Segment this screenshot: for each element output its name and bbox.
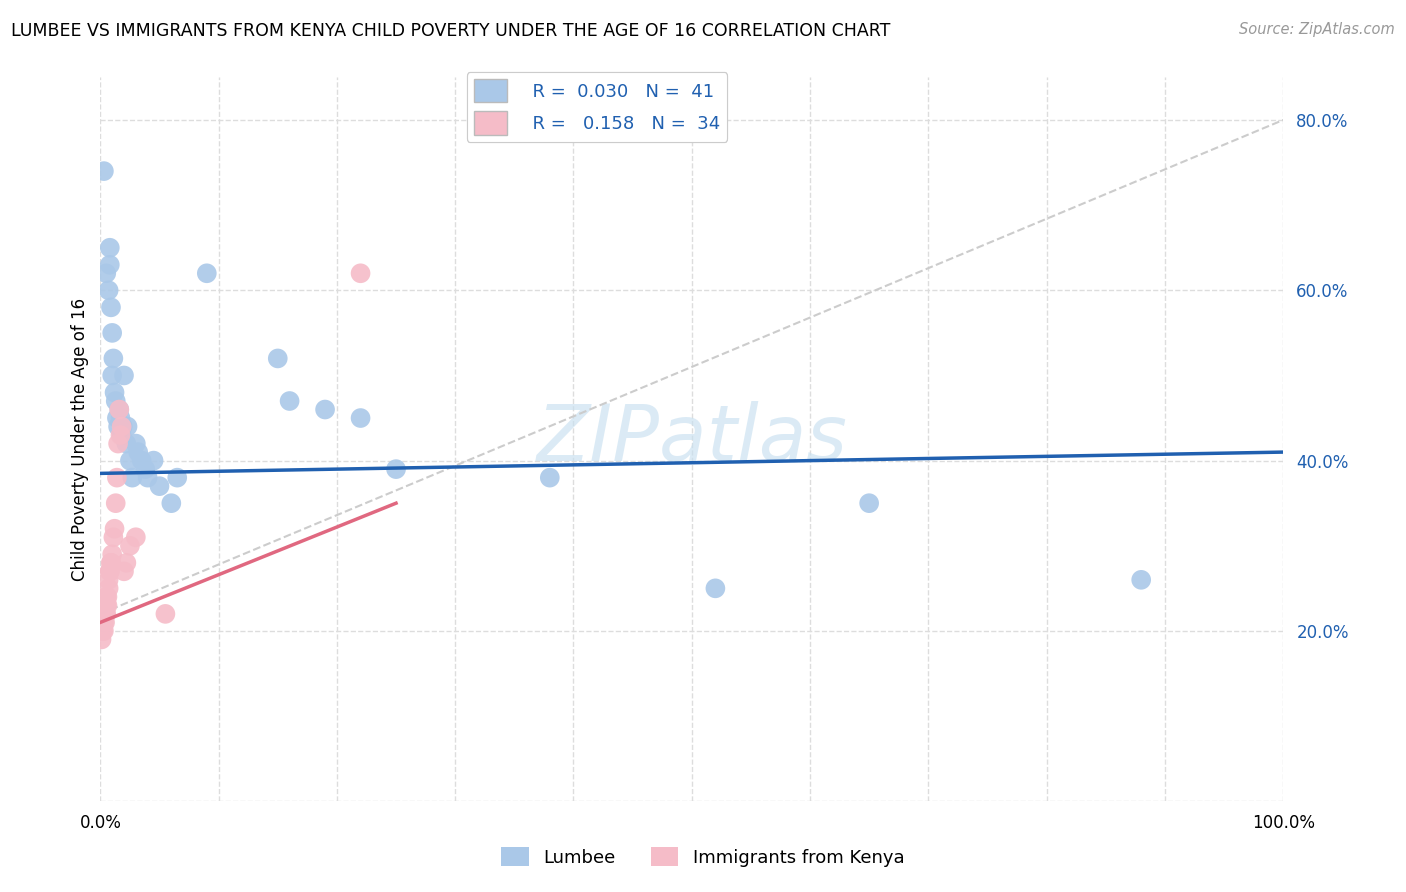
Point <box>104 496 127 510</box>
Point <box>117 419 139 434</box>
Text: Source: ZipAtlas.com: Source: ZipAtlas.com <box>1239 22 1395 37</box>
Point <box>121 470 143 484</box>
Point <box>98 241 121 255</box>
Point <box>103 530 125 544</box>
Text: ZIPatlas: ZIPatlas <box>536 401 848 477</box>
Point <box>97 283 120 297</box>
Point <box>105 470 128 484</box>
Point <box>107 419 129 434</box>
Point <box>110 428 132 442</box>
Point <box>93 615 115 630</box>
Point <box>385 462 408 476</box>
Point <box>125 530 148 544</box>
Point <box>148 479 170 493</box>
Point <box>858 496 880 510</box>
Point <box>101 547 124 561</box>
Legend:   R =  0.030   N =  41,   R =   0.158   N =  34: R = 0.030 N = 41, R = 0.158 N = 34 <box>467 72 727 142</box>
Legend: Lumbee, Immigrants from Kenya: Lumbee, Immigrants from Kenya <box>495 840 911 874</box>
Point <box>134 462 156 476</box>
Point <box>111 428 134 442</box>
Point <box>96 590 118 604</box>
Point <box>108 402 131 417</box>
Point <box>111 419 134 434</box>
Point <box>704 582 727 596</box>
Point <box>96 607 118 621</box>
Point <box>195 266 218 280</box>
Point <box>97 582 120 596</box>
Y-axis label: Child Poverty Under the Age of 16: Child Poverty Under the Age of 16 <box>72 298 89 581</box>
Point <box>538 470 561 484</box>
Point <box>127 445 149 459</box>
Point <box>105 411 128 425</box>
Point <box>93 164 115 178</box>
Point <box>101 326 124 340</box>
Point <box>101 368 124 383</box>
Point <box>96 599 118 613</box>
Point <box>98 258 121 272</box>
Point <box>100 301 122 315</box>
Point <box>98 564 121 578</box>
Point <box>103 522 125 536</box>
Point <box>125 436 148 450</box>
Point <box>91 624 114 638</box>
Point <box>97 573 120 587</box>
Point <box>115 556 138 570</box>
Point <box>349 266 371 280</box>
Point <box>98 564 121 578</box>
Point <box>108 402 131 417</box>
Point <box>118 453 141 467</box>
Point <box>100 556 122 570</box>
Point <box>314 402 336 417</box>
Point <box>349 411 371 425</box>
Point <box>96 266 118 280</box>
Point <box>111 419 134 434</box>
Point <box>112 564 135 578</box>
Point <box>131 453 153 467</box>
Point <box>96 599 118 613</box>
Point <box>107 436 129 450</box>
Point <box>267 351 290 366</box>
Point <box>100 556 122 570</box>
Point <box>90 624 112 638</box>
Point <box>118 539 141 553</box>
Point <box>93 624 115 638</box>
Point <box>1130 573 1153 587</box>
Point <box>104 394 127 409</box>
Point <box>103 385 125 400</box>
Point <box>103 351 125 366</box>
Point <box>115 436 138 450</box>
Text: LUMBEE VS IMMIGRANTS FROM KENYA CHILD POVERTY UNDER THE AGE OF 16 CORRELATION CH: LUMBEE VS IMMIGRANTS FROM KENYA CHILD PO… <box>11 22 890 40</box>
Point <box>112 368 135 383</box>
Point <box>142 453 165 467</box>
Point <box>278 394 301 409</box>
Point <box>90 632 112 647</box>
Point <box>94 607 117 621</box>
Point <box>155 607 177 621</box>
Point <box>160 496 183 510</box>
Point <box>166 470 188 484</box>
Point <box>136 470 159 484</box>
Point <box>110 411 132 425</box>
Point <box>91 615 114 630</box>
Point <box>96 590 118 604</box>
Point <box>94 615 117 630</box>
